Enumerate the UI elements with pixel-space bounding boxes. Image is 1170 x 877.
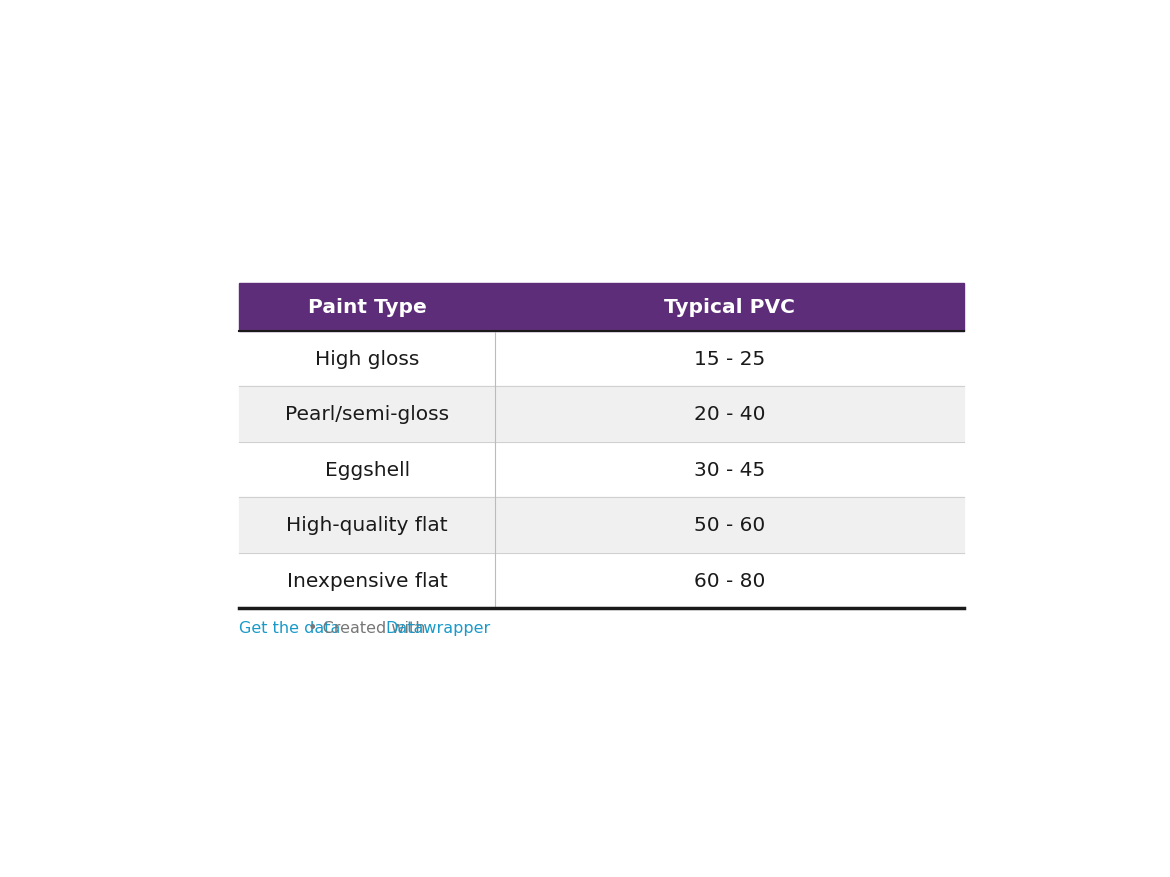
Text: 15 - 25: 15 - 25 [694, 350, 765, 368]
Text: Inexpensive flat: Inexpensive flat [287, 571, 447, 590]
Text: 30 - 45: 30 - 45 [694, 460, 765, 480]
Bar [239, 553, 964, 609]
Bar [239, 497, 964, 553]
Text: 20 - 40: 20 - 40 [694, 405, 765, 424]
Text: Get the data: Get the data [239, 621, 340, 636]
Text: High gloss: High gloss [315, 350, 419, 368]
Text: 50 - 60: 50 - 60 [694, 516, 765, 535]
Text: Pearl/semi-gloss: Pearl/semi-gloss [285, 405, 449, 424]
Text: Datawrapper: Datawrapper [386, 621, 491, 636]
Text: Paint Type: Paint Type [308, 298, 427, 317]
Text: Typical PVC: Typical PVC [665, 298, 794, 317]
Bar [239, 442, 964, 497]
Bar [239, 283, 964, 332]
Bar [239, 387, 964, 442]
Text: • Created with: • Created with [303, 621, 431, 636]
Text: High-quality flat: High-quality flat [287, 516, 448, 535]
Text: 60 - 80: 60 - 80 [694, 571, 765, 590]
Text: Eggshell: Eggshell [324, 460, 410, 480]
Bar [239, 332, 964, 387]
